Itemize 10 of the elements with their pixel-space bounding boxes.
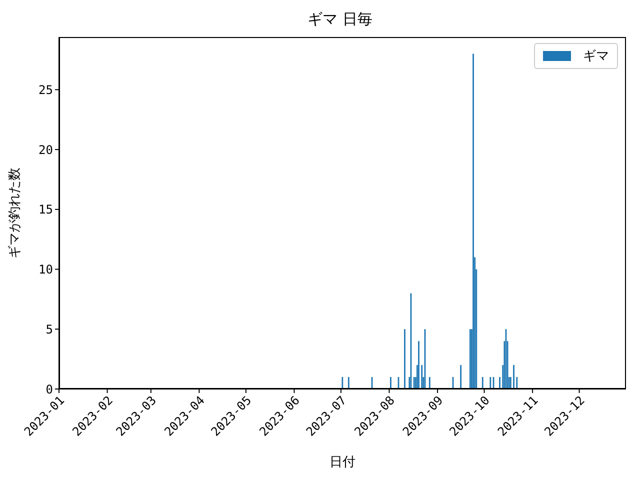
y-tick-label: 10: [38, 262, 53, 277]
y-tick-label: 25: [38, 82, 53, 97]
legend-label: ギマ: [583, 48, 609, 65]
y-tick-label: 5: [46, 322, 53, 336]
x-axis-title: 日付: [330, 455, 356, 470]
y-tick-label: 20: [38, 142, 53, 157]
y-tick-label: 15: [38, 202, 53, 217]
y-axis-title: ギマが釣れた数: [8, 168, 23, 258]
y-tick-label: 0: [46, 382, 53, 396]
chart-title: ギマ 日毎: [306, 10, 374, 29]
